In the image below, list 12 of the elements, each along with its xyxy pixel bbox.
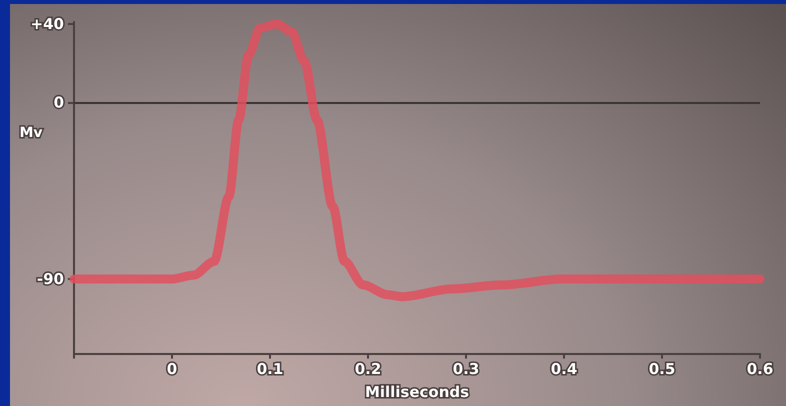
x-axis-title: Milliseconds xyxy=(364,383,470,401)
x-tick-label: 0.6 xyxy=(746,360,774,378)
x-tick-label: 0.5 xyxy=(648,360,676,378)
x-tick-label: 0.2 xyxy=(354,360,382,378)
x-tick-label: 0 xyxy=(166,360,178,378)
x-tick-label: 0.4 xyxy=(550,360,578,378)
y-tick-label: -90 xyxy=(36,270,64,288)
x-tick-label: 0.1 xyxy=(256,360,284,378)
y-axis-title: Mv xyxy=(20,124,43,141)
y-tick-label: +40 xyxy=(30,14,64,33)
y-tick-label: 0 xyxy=(54,93,64,112)
x-tick-label: 0.3 xyxy=(452,360,480,378)
